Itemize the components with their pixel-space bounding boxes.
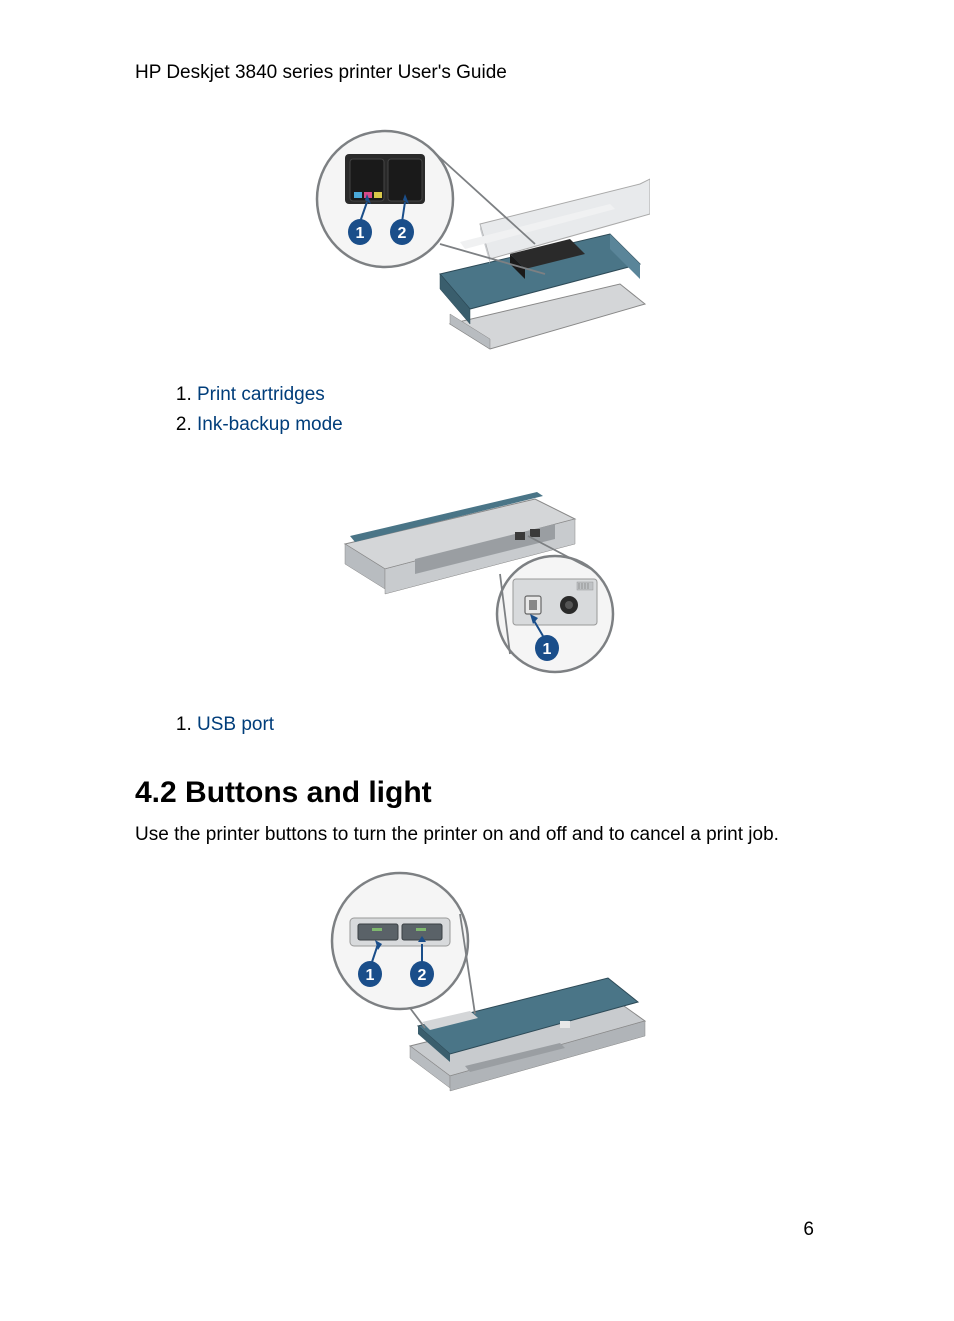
figure-buttons: 1 2 xyxy=(135,866,824,1096)
cartridge-link-list: Print cartridges Ink-backup mode xyxy=(135,384,824,436)
callout-badge-2: 2 xyxy=(390,219,414,245)
svg-text:2: 2 xyxy=(417,967,426,984)
figure-usb-port: 1 xyxy=(135,464,824,684)
callout-badge-1: 1 xyxy=(348,219,372,245)
usb-link-list: USB port xyxy=(135,714,824,736)
printer-usb-diagram: 1 xyxy=(325,464,635,684)
callout-badge-2: 2 xyxy=(410,961,434,987)
figure-cartridges: 1 2 xyxy=(135,124,824,354)
printer-buttons-diagram: 1 2 xyxy=(310,866,650,1096)
section-heading-buttons-and-light: 4.2 Buttons and light xyxy=(135,776,824,810)
page-number: 6 xyxy=(803,1219,814,1241)
callout-badge-1: 1 xyxy=(358,961,382,987)
callout-badge-1: 1 xyxy=(535,635,559,661)
list-item: Ink-backup mode xyxy=(197,414,824,436)
svg-text:1: 1 xyxy=(355,225,364,242)
list-item: USB port xyxy=(197,714,824,736)
usb-port-link[interactable]: USB port xyxy=(197,714,274,735)
page-header-title: HP Deskjet 3840 series printer User's Gu… xyxy=(135,62,824,84)
print-cartridges-link[interactable]: Print cartridges xyxy=(197,384,325,405)
svg-text:2: 2 xyxy=(397,225,406,242)
svg-text:1: 1 xyxy=(365,967,374,984)
section-body-text: Use the printer buttons to turn the prin… xyxy=(135,824,824,846)
document-page: HP Deskjet 3840 series printer User's Gu… xyxy=(0,0,954,1321)
ink-backup-mode-link[interactable]: Ink-backup mode xyxy=(197,414,343,435)
printer-cartridge-diagram: 1 2 xyxy=(310,124,650,354)
list-item: Print cartridges xyxy=(197,384,824,406)
svg-text:1: 1 xyxy=(542,641,551,658)
